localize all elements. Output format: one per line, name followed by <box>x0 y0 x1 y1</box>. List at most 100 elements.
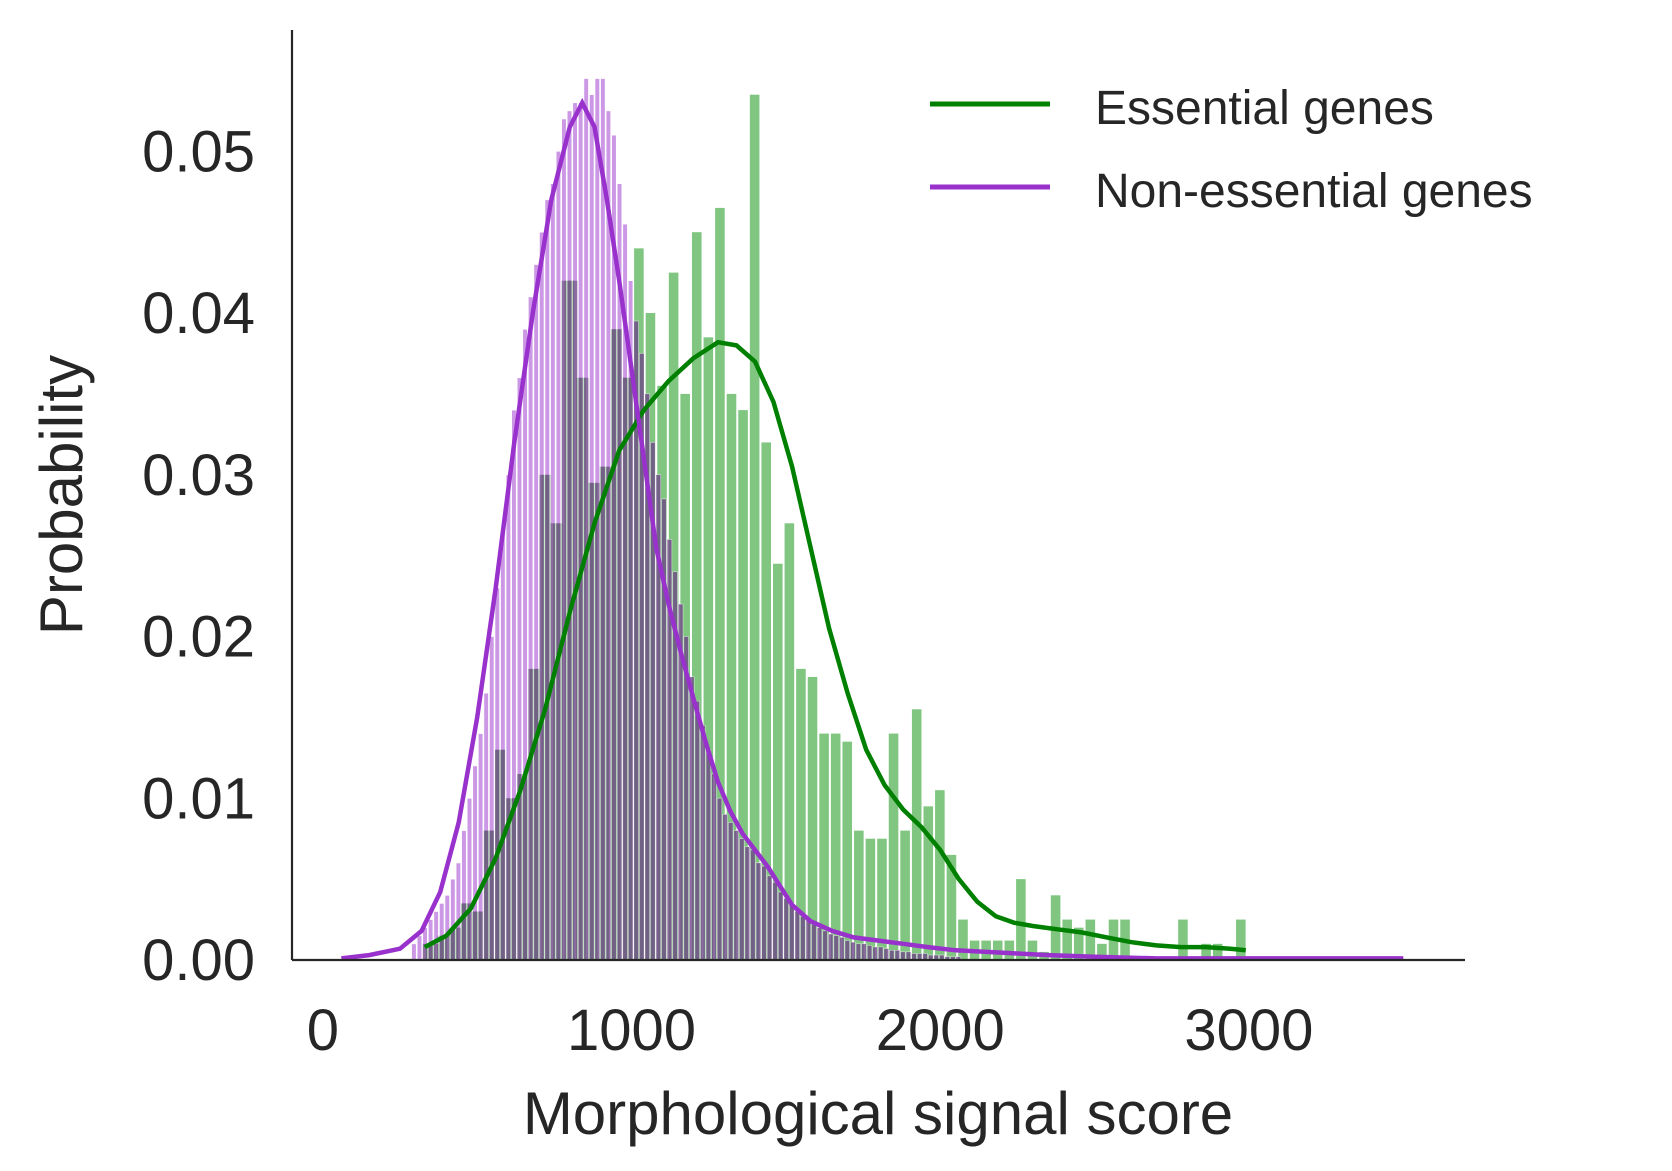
overlap-bar <box>439 935 444 960</box>
overlap-bar <box>889 950 895 960</box>
overlap-bar <box>745 846 750 960</box>
essential-bar <box>773 563 783 960</box>
overlap-bar <box>528 668 533 960</box>
overlap-bar <box>456 927 461 960</box>
nonessential-bar <box>416 935 423 961</box>
essential-bar <box>796 668 806 960</box>
x-tick-label: 3000 <box>1184 998 1313 1063</box>
overlap-bar <box>633 321 639 960</box>
essential-bar <box>703 337 714 961</box>
overlap-bar <box>583 377 589 960</box>
overlap-bar <box>600 466 606 960</box>
overlap-bar <box>895 950 900 960</box>
overlap-bar <box>778 892 783 960</box>
overlap-bar <box>545 474 550 960</box>
essential-bar <box>1212 943 1223 960</box>
essential-bar <box>1178 919 1188 960</box>
essential-bar <box>726 393 737 960</box>
overlap-bar <box>656 474 661 960</box>
overlap-bar <box>956 956 961 960</box>
essential-bar <box>691 232 702 960</box>
overlap-bar <box>706 749 711 960</box>
overlap-bar <box>783 898 789 960</box>
essential-bar <box>1201 943 1211 960</box>
overlap-bar <box>928 955 933 960</box>
overlap-bar <box>756 862 761 960</box>
essential-bar <box>877 838 887 960</box>
overlap-bar <box>872 947 878 960</box>
overlap-bar <box>472 911 478 960</box>
overlap-bar <box>617 329 622 960</box>
overlap-bar <box>850 942 856 960</box>
overlap-bar <box>722 814 728 960</box>
overlap-bar <box>817 927 822 960</box>
y-tick-label: 0.00 <box>142 928 255 993</box>
overlap-bar <box>428 943 433 960</box>
essential-bar <box>842 741 853 960</box>
overlap-bar <box>589 482 595 960</box>
essential-bar <box>738 410 748 961</box>
y-axis-title: Probability <box>28 355 95 635</box>
overlap-bar <box>728 822 733 960</box>
overlap-bar <box>878 947 883 960</box>
y-tick-label: 0.03 <box>142 443 255 508</box>
overlap-bar <box>750 850 756 960</box>
essential-bar <box>1062 919 1072 960</box>
overlap-bar <box>606 466 611 960</box>
overlap-bar <box>433 943 439 960</box>
overlap-bar <box>711 774 717 960</box>
overlap-bar <box>767 875 772 960</box>
overlap-bar <box>478 911 483 960</box>
overlap-bar <box>444 935 450 960</box>
essential-bar <box>1097 943 1107 960</box>
essential-bar <box>923 806 934 960</box>
y-tick-labels: 0.00 0.01 0.02 0.03 0.04 0.05 <box>142 119 255 993</box>
legend-label-nonessential: Non-essential genes <box>1095 165 1533 218</box>
overlap-bar <box>900 951 906 960</box>
overlap-bar <box>839 937 845 960</box>
x-tick-labels: 0 1000 2000 3000 <box>307 998 1314 1063</box>
overlap-bar <box>789 903 795 960</box>
essential-bar <box>911 709 922 960</box>
overlap-bar <box>461 903 467 960</box>
overlap-bar <box>861 943 867 960</box>
overlap-bar <box>867 945 872 960</box>
overlap-bar <box>678 604 683 960</box>
overlap-bar <box>522 774 528 960</box>
overlap-bar <box>695 701 700 960</box>
overlap-bar <box>945 956 950 960</box>
overlap-bar <box>772 882 778 960</box>
overlap-bar <box>939 955 945 960</box>
nonessential-bar <box>411 943 417 961</box>
overlap-bar <box>800 916 806 960</box>
nonessential-kde-line <box>341 97 1404 961</box>
overlap-bar <box>550 523 556 960</box>
overlap-bar <box>622 377 628 960</box>
overlap-bar <box>533 668 539 960</box>
essential-bar <box>888 733 899 960</box>
essential-bar <box>865 838 876 960</box>
overlap-bar <box>667 539 672 960</box>
overlap-bar <box>572 280 578 960</box>
x-tick-label: 1000 <box>567 998 696 1063</box>
y-tick-label: 0.05 <box>142 119 255 184</box>
overlap-bar <box>661 499 667 960</box>
overlap-bar <box>556 523 561 960</box>
overlap-bar <box>517 774 522 960</box>
overlap-bar <box>500 749 506 960</box>
essential-bar <box>634 248 644 960</box>
overlap-bar <box>639 353 645 960</box>
y-tick-label: 0.02 <box>142 605 255 670</box>
essential-bar <box>749 94 760 960</box>
overlap-bar <box>739 838 745 960</box>
overlap-bar <box>511 798 517 960</box>
overlap-bar <box>933 955 939 960</box>
essential-kde-line <box>423 339 1247 953</box>
legend-label-essential: Essential genes <box>1095 82 1434 135</box>
overlap-bar <box>628 377 633 960</box>
legend: Essential genes Non-essential genes <box>930 82 1533 218</box>
overlap-bar <box>489 830 494 960</box>
essential-bar <box>1016 879 1026 960</box>
overlap-bar <box>856 943 861 960</box>
